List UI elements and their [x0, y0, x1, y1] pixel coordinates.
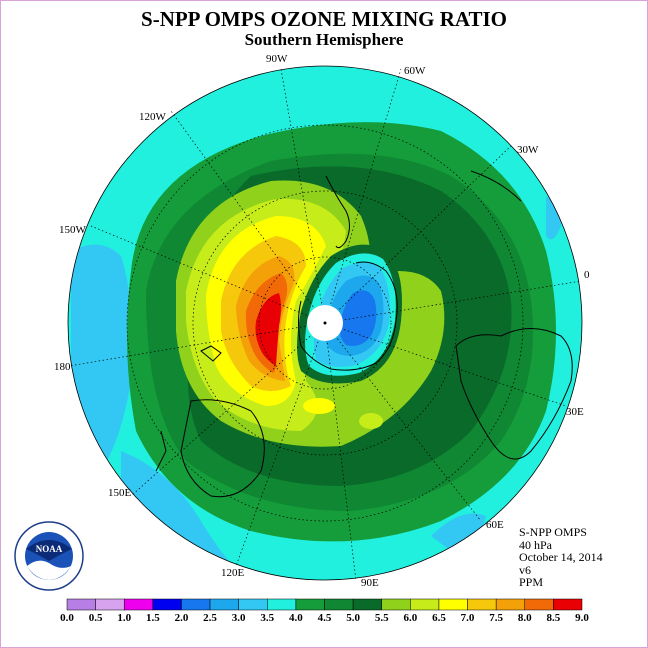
meridian-labels: 90W 60W 30W 0 30E 60E 90E 120E 150E 180 …	[54, 53, 590, 589]
meridian-label-150e: 150E	[108, 487, 132, 499]
colorbar-swatch	[410, 598, 440, 611]
colorbar-tick-label: 2.5	[203, 612, 217, 624]
colorbar-swatch	[352, 598, 382, 611]
colorbar-swatch	[324, 598, 354, 611]
colorbar-tick-label: 3.5	[260, 612, 274, 624]
colorbar-swatch	[209, 598, 239, 611]
colorbar-swatch	[95, 598, 125, 611]
observation-date: October 14, 2014	[519, 550, 603, 564]
colorbar-swatch	[181, 598, 211, 611]
colorbar-tick-label: 1.0	[117, 612, 131, 624]
coastlines	[155, 170, 573, 498]
colorbar-tick-label: 4.0	[289, 612, 303, 624]
noaa-logo: NOAA	[14, 521, 84, 591]
colorbar-swatch	[295, 598, 325, 611]
colorbar-tick-label: 0.5	[89, 612, 103, 624]
meridian-label-150w: 150W	[59, 224, 87, 236]
colorbar-tick-label: 1.5	[146, 612, 160, 624]
colorbar: 0.0 0.5 1.0 1.5 2.0 2.5 3.0 3.5 4.0 4.5 5.0 5.5 6.0 6…	[60, 598, 589, 624]
colorbar-tick-label: 2.0	[175, 612, 189, 624]
meridian-label-90e: 90E	[361, 577, 379, 589]
colorbar-tick-label: 3.0	[232, 612, 246, 624]
colorbar-swatch	[238, 598, 268, 611]
colorbar-tick-label: 8.5	[547, 612, 561, 624]
map-subtitle: Southern Hemisphere	[244, 30, 404, 49]
colorbar-tick-label: 5.0	[346, 612, 360, 624]
colorbar-tick-label: 6.5	[432, 612, 446, 624]
colorbar-tick-label: 9.0	[575, 612, 589, 624]
colorbar-swatch	[267, 598, 297, 611]
colorbar-tick-label: 8.0	[518, 612, 532, 624]
colorbar-swatch	[467, 598, 497, 611]
noaa-logo-text: NOAA	[36, 544, 63, 554]
meridian-label-0: 0	[584, 269, 590, 281]
colorbar-swatch	[123, 598, 154, 611]
meridian-label-90w: 90W	[266, 53, 288, 65]
pressure-level: 40 hPa	[519, 537, 552, 552]
colorbar-tick-label: 4.5	[318, 612, 332, 624]
meridian-label-60w: 60W	[404, 65, 426, 77]
ozone-field	[68, 66, 582, 580]
colorbar-tick-label: 5.5	[375, 612, 389, 624]
instrument-label: S-NPP OMPS	[519, 525, 587, 539]
map-title: S-NPP OMPS OZONE MIXING RATIO	[141, 7, 507, 31]
meridian-label-120e: 120E	[221, 567, 245, 579]
product-info: S-NPP OMPS 40 hPa October 14, 2014 v6 PP…	[519, 526, 603, 589]
colorbar-tick-label: 6.0	[403, 612, 417, 624]
meridian-label-180: 180	[54, 361, 71, 373]
graticule	[68, 68, 582, 582]
colorbar-tick-label: 7.5	[489, 612, 503, 624]
colorbar-tick-label: 7.0	[461, 612, 475, 624]
colorbar-swatch	[381, 598, 411, 611]
colorbar-swatch	[66, 598, 96, 611]
meridian-label-60e: 60E	[486, 519, 504, 531]
colorbar-swatch	[524, 598, 554, 611]
meridian-label-120w: 120W	[139, 111, 167, 123]
meridian-label-30w: 30W	[517, 144, 539, 156]
colorbar-tick-label: 0.0	[60, 612, 74, 624]
version-label: v6	[519, 562, 531, 577]
colorbar-swatch	[152, 598, 182, 611]
meridian-label-30e: 30E	[566, 406, 584, 418]
colorbar-swatch	[495, 598, 526, 611]
units-label: PPM	[519, 575, 544, 589]
colorbar-swatch	[438, 598, 468, 611]
colorbar-swatch	[553, 598, 583, 611]
